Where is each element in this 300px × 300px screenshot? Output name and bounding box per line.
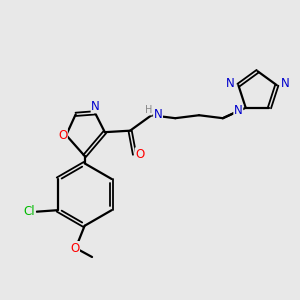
- Text: O: O: [70, 242, 80, 255]
- Text: N: N: [91, 100, 100, 113]
- Text: N: N: [226, 77, 234, 90]
- Text: O: O: [58, 129, 67, 142]
- Text: N: N: [281, 77, 290, 90]
- Text: N: N: [154, 108, 162, 121]
- Text: N: N: [234, 104, 243, 117]
- Text: Cl: Cl: [23, 205, 35, 218]
- Text: O: O: [135, 148, 145, 161]
- Text: H: H: [145, 105, 152, 115]
